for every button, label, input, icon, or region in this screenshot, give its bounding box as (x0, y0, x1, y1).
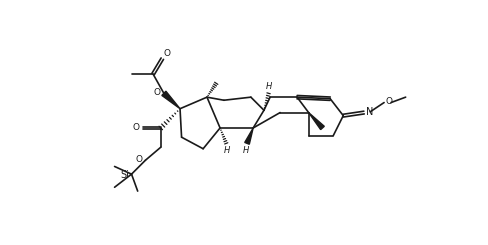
Polygon shape (162, 91, 180, 109)
Text: O: O (386, 97, 393, 106)
Text: H: H (243, 147, 248, 155)
Text: H: H (266, 82, 272, 91)
Text: H: H (224, 146, 230, 155)
Text: N: N (366, 107, 374, 117)
Text: Si: Si (121, 170, 129, 180)
Text: O: O (135, 155, 142, 164)
Text: O: O (132, 123, 139, 133)
Polygon shape (245, 128, 253, 144)
Text: O: O (154, 88, 161, 97)
Polygon shape (308, 112, 325, 130)
Text: O: O (164, 49, 171, 58)
